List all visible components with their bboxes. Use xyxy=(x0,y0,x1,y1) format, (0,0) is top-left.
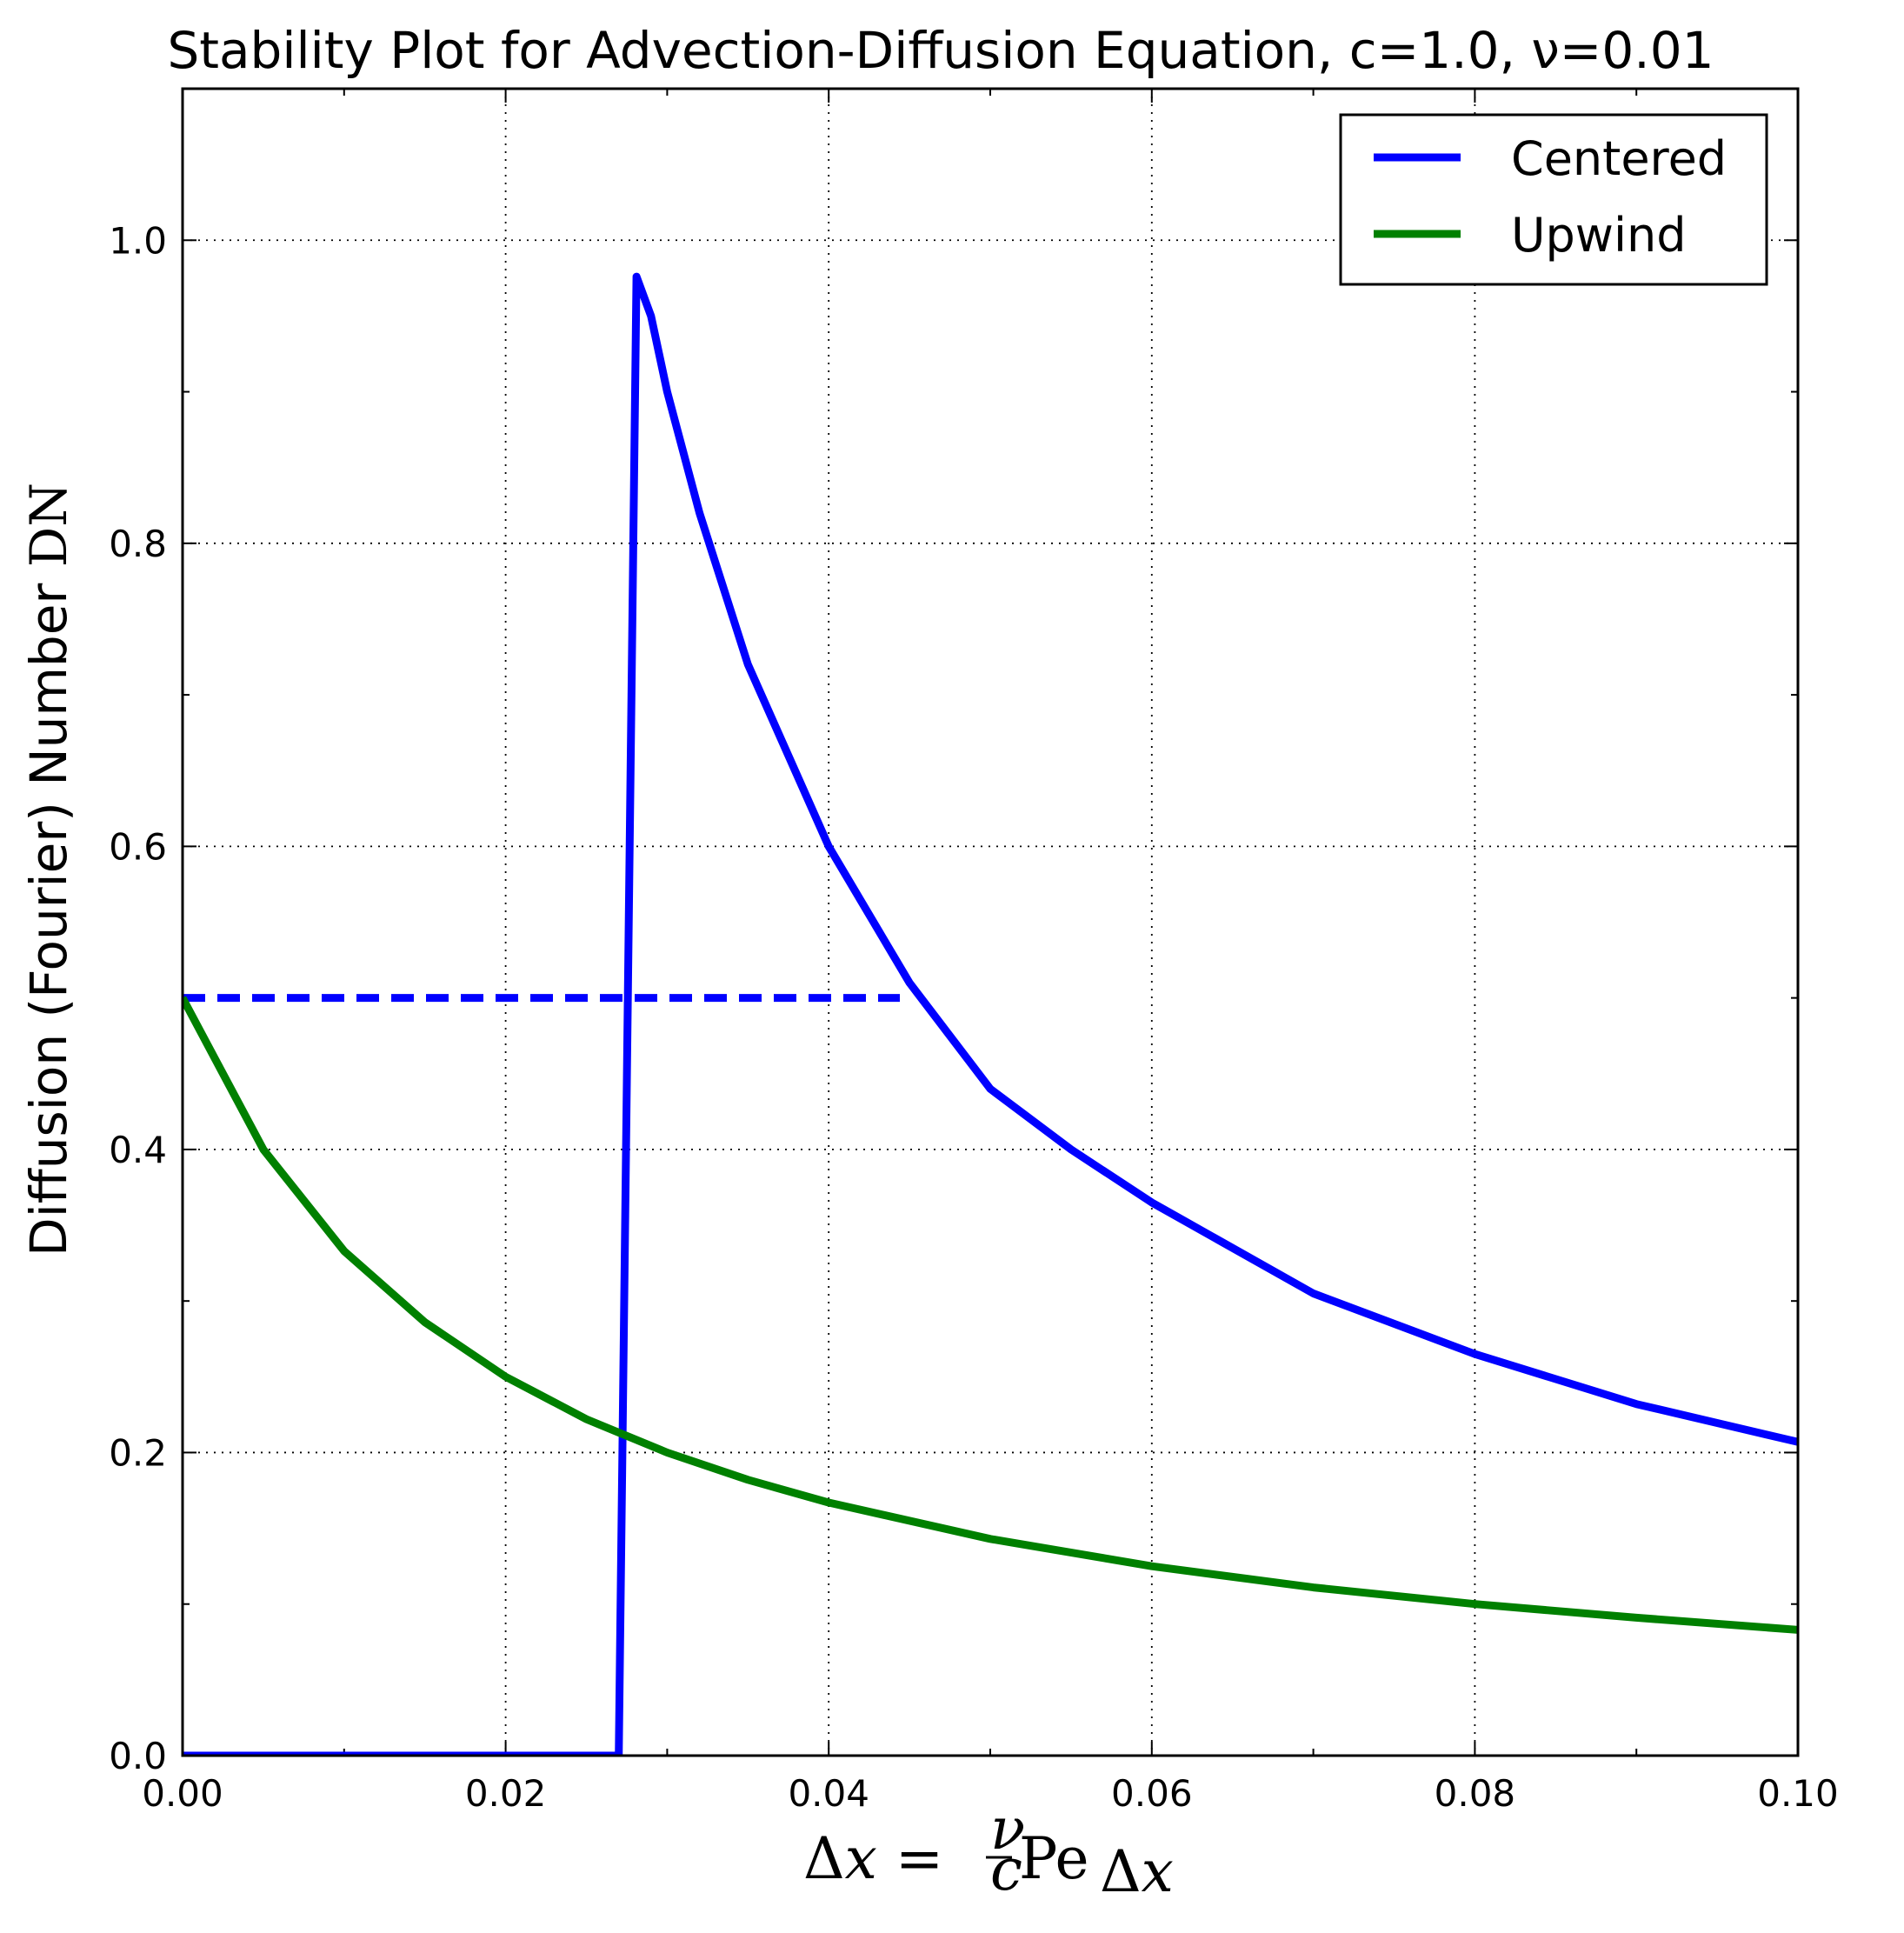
svg-text:c: c xyxy=(990,1836,1022,1903)
legend-box xyxy=(1339,113,1768,286)
svg-text:Δx: Δx xyxy=(1100,1838,1174,1905)
x-tick-label: 0.00 xyxy=(142,1772,223,1815)
series-line-centered xyxy=(183,272,1798,1756)
svg-text:Pe: Pe xyxy=(1019,1825,1089,1892)
legend-label-upwind: Upwind xyxy=(1511,208,1686,263)
x-axis-label: Δx = ν c Pe Δx xyxy=(803,1796,1174,1905)
y-axis-label: Diffusion (Fourier) Number DN xyxy=(19,483,78,1256)
x-tick-label: 0.04 xyxy=(788,1772,869,1815)
y-tick-label: 0.2 xyxy=(109,1431,167,1474)
y-tick-label: 0.0 xyxy=(109,1735,167,1777)
x-tick-label: 0.08 xyxy=(1435,1772,1516,1815)
svg-text:Δx =: Δx = xyxy=(803,1825,943,1892)
y-tick-label: 0.6 xyxy=(109,825,167,868)
svg-text:Diffusion (Fourier) Number DN: Diffusion (Fourier) Number DN xyxy=(19,483,78,1256)
y-tick-label: 0.4 xyxy=(109,1129,167,1171)
svg-text:ν: ν xyxy=(990,1796,1025,1863)
x-tick-labels: 0.00 0.02 0.04 0.06 0.08 0.10 xyxy=(142,1772,1839,1815)
x-tick-label: 0.06 xyxy=(1111,1772,1193,1815)
y-tick-label: 0.8 xyxy=(109,523,167,565)
legend: Centered Upwind xyxy=(1339,113,1768,286)
series-line-upwind xyxy=(183,996,1798,1634)
y-tick-label: 1.0 xyxy=(109,219,167,262)
legend-label-centered: Centered xyxy=(1511,131,1727,186)
data-series xyxy=(183,272,1798,1756)
chart-title: Stability Plot for Advection-Diffusion E… xyxy=(167,21,1714,80)
x-tick-label: 0.02 xyxy=(465,1772,547,1815)
y-tick-labels: 0.0 0.2 0.4 0.6 0.8 1.0 xyxy=(109,219,167,1777)
plot-area-frame xyxy=(181,87,1800,1757)
x-tick-label: 0.10 xyxy=(1757,1772,1839,1815)
